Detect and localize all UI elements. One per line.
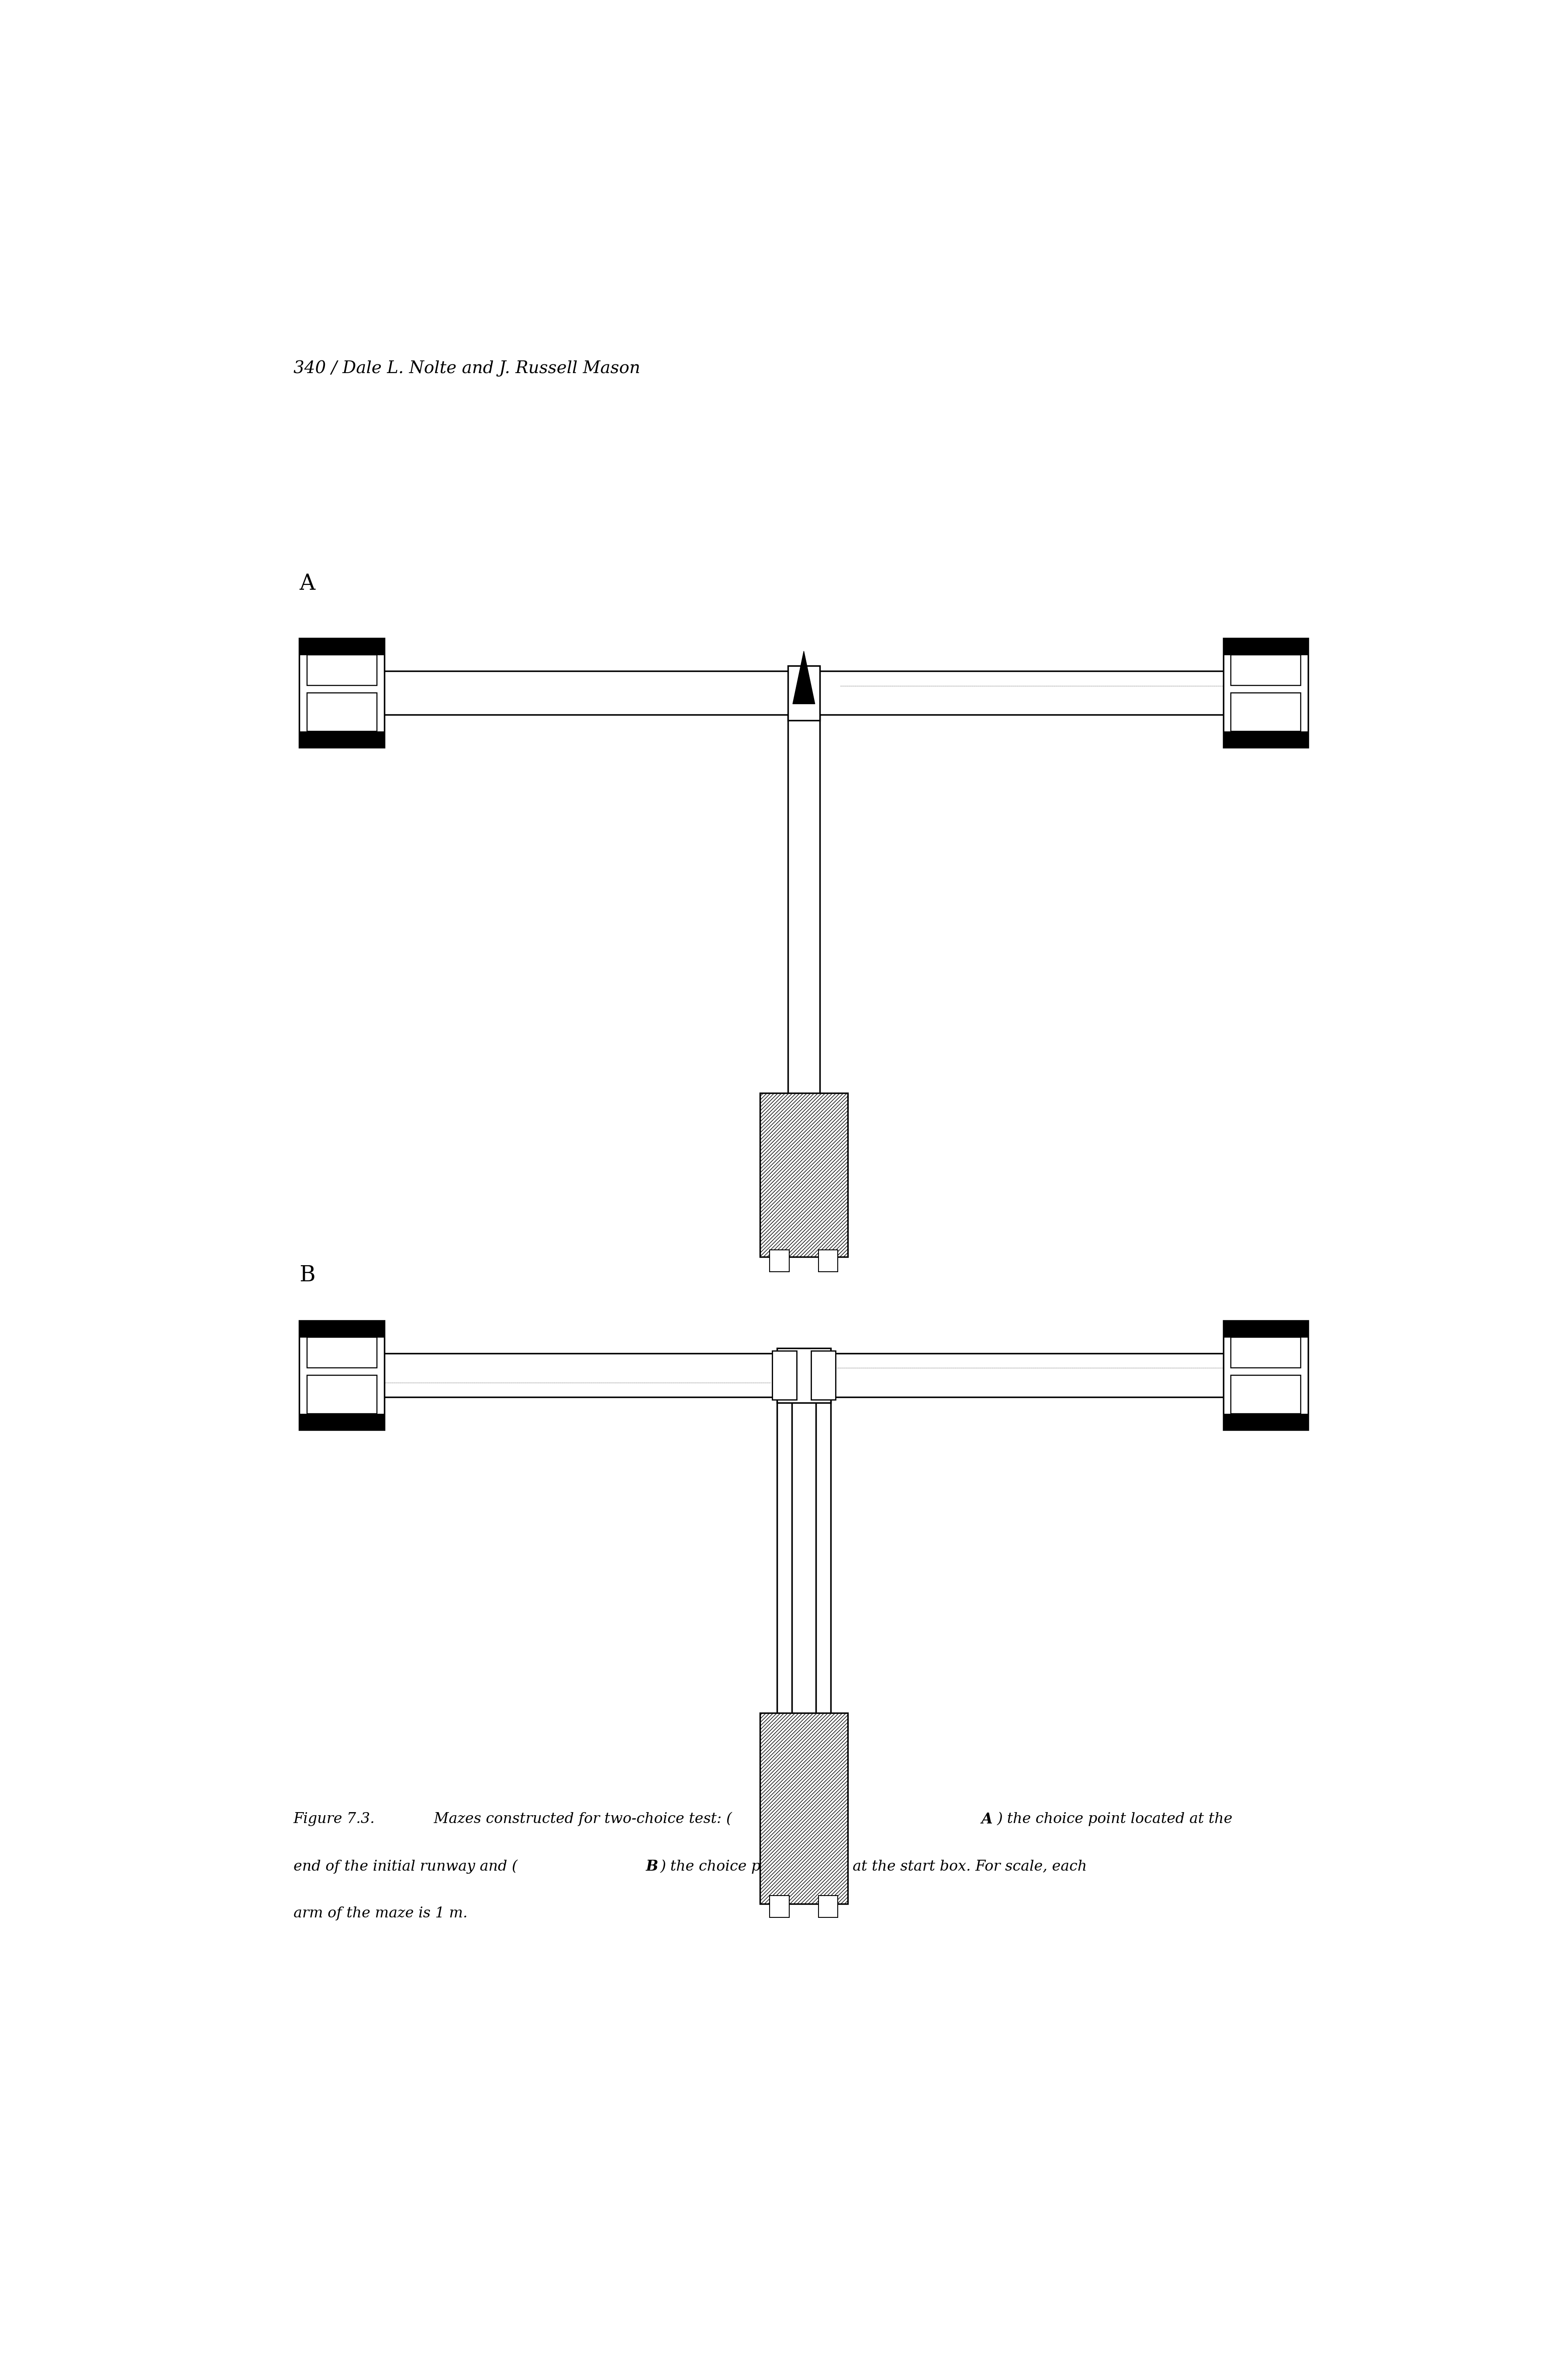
Bar — [307, 655, 376, 685]
Bar — [770, 1250, 789, 1271]
Bar — [1223, 638, 1308, 655]
Bar — [760, 1094, 847, 1257]
Bar — [760, 1713, 847, 1905]
Bar — [299, 1321, 384, 1337]
Bar — [1223, 1321, 1308, 1337]
Text: ) the choice point located at the start box. For scale, each: ) the choice point located at the start … — [660, 1860, 1087, 1874]
Bar — [1231, 1337, 1300, 1368]
Bar — [776, 1347, 831, 1404]
Bar — [307, 1337, 376, 1368]
Text: end of the initial runway and (: end of the initial runway and ( — [293, 1860, 517, 1874]
Bar — [1223, 638, 1308, 747]
Text: B: B — [646, 1860, 659, 1874]
Text: arm of the maze is 1 m.: arm of the maze is 1 m. — [293, 1907, 467, 1921]
Bar — [299, 730, 384, 747]
Bar — [811, 1352, 836, 1399]
Text: B: B — [299, 1264, 315, 1285]
Bar — [1231, 692, 1300, 730]
Bar — [307, 692, 376, 730]
Bar — [299, 638, 384, 747]
Text: ) the choice point located at the: ) the choice point located at the — [997, 1812, 1232, 1827]
Bar — [1223, 1321, 1308, 1430]
Bar — [770, 1895, 789, 1916]
Bar — [299, 1413, 384, 1430]
Bar — [787, 666, 820, 721]
Bar — [1231, 1375, 1300, 1413]
Text: 340 / Dale L. Nolte and J. Russell Mason: 340 / Dale L. Nolte and J. Russell Mason — [293, 359, 640, 376]
Bar — [1223, 730, 1308, 747]
Polygon shape — [792, 652, 815, 704]
Text: A: A — [982, 1812, 993, 1827]
Bar — [307, 1375, 376, 1413]
Bar — [771, 1352, 797, 1399]
Bar — [299, 638, 384, 655]
Bar — [818, 1895, 837, 1916]
Bar — [299, 1321, 384, 1430]
Bar — [1223, 1413, 1308, 1430]
Text: Figure 7.3.: Figure 7.3. — [293, 1812, 375, 1827]
Text: Mazes constructed for two-choice test: (: Mazes constructed for two-choice test: ( — [425, 1812, 732, 1827]
Bar — [1231, 655, 1300, 685]
Bar — [818, 1250, 837, 1271]
Text: A: A — [299, 572, 315, 595]
